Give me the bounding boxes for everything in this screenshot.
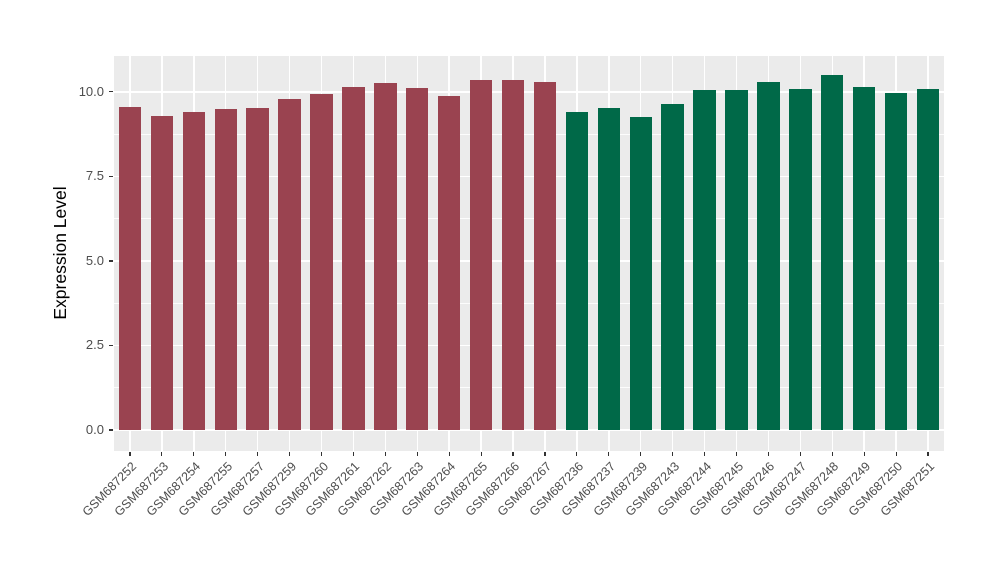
- bar: [278, 98, 301, 431]
- y-tick-label: 10.0: [78, 83, 104, 99]
- bar: [661, 103, 684, 431]
- bar: [693, 90, 716, 431]
- gridline-minor-horizontal: [114, 218, 944, 220]
- x-tick-mark: [448, 452, 450, 456]
- bar: [597, 108, 620, 431]
- y-tick-label: 2.5: [85, 337, 104, 353]
- bar: [725, 89, 748, 431]
- bar: [629, 117, 652, 431]
- x-tick-mark: [416, 452, 418, 456]
- bar: [374, 83, 397, 431]
- bar: [342, 86, 365, 431]
- gridline-major-horizontal: [114, 344, 944, 347]
- x-tick-mark: [640, 452, 642, 456]
- y-tick-label: 0.0: [85, 422, 104, 438]
- gridline-major-horizontal: [114, 429, 944, 431]
- x-tick-mark: [257, 452, 259, 456]
- x-tick-mark: [193, 452, 195, 456]
- x-tick-mark: [735, 452, 738, 456]
- bar: [853, 87, 876, 431]
- bar: [757, 82, 780, 431]
- x-tick-mark: [512, 452, 514, 456]
- y-tick-label: 7.5: [85, 168, 104, 184]
- gridline-major-horizontal: [114, 175, 944, 178]
- x-tick-mark: [129, 452, 131, 456]
- bar: [821, 74, 844, 431]
- x-tick-mark: [927, 452, 929, 456]
- gridline-major-horizontal: [114, 260, 944, 262]
- x-tick-mark: [608, 452, 610, 456]
- x-tick-mark: [320, 452, 323, 456]
- x-tick-mark: [767, 452, 769, 456]
- y-tick-mark: [108, 91, 113, 93]
- x-tick-mark: [799, 452, 801, 456]
- bar: [246, 108, 269, 431]
- plot-area: [114, 56, 944, 451]
- gridline-minor-horizontal: [114, 133, 944, 135]
- bar: [789, 89, 812, 431]
- y-tick-mark: [108, 344, 113, 347]
- x-tick-mark: [544, 452, 546, 456]
- gridline-major-horizontal: [114, 91, 944, 93]
- bar: [438, 95, 461, 431]
- bar: [884, 93, 908, 431]
- bar: [310, 93, 333, 431]
- y-tick-mark: [108, 429, 113, 431]
- bar: [182, 112, 205, 431]
- bar: [406, 88, 429, 431]
- x-tick-mark: [480, 452, 482, 456]
- x-tick-mark: [863, 452, 865, 456]
- x-tick-mark: [288, 452, 291, 456]
- bar: [533, 81, 557, 431]
- x-tick-mark: [703, 452, 706, 456]
- gridline-minor-horizontal: [114, 302, 944, 304]
- gridline-minor-horizontal: [114, 387, 944, 389]
- x-tick-mark: [831, 452, 833, 456]
- x-tick-mark: [576, 452, 578, 456]
- x-tick-mark: [895, 452, 897, 456]
- bar: [501, 80, 525, 431]
- y-tick-label: 5.0: [85, 252, 104, 268]
- bar: [469, 79, 493, 431]
- x-tick-mark: [384, 452, 386, 456]
- x-tick-mark: [352, 452, 354, 456]
- x-tick-mark: [672, 452, 674, 456]
- bar: [565, 112, 589, 431]
- x-tick-mark: [161, 452, 163, 456]
- bar: [214, 108, 237, 431]
- bar: [150, 116, 174, 431]
- x-tick-mark: [225, 452, 227, 456]
- y-tick-mark: [108, 175, 113, 177]
- y-tick-mark: [108, 260, 113, 262]
- bar: [916, 89, 940, 431]
- bar: [118, 107, 142, 431]
